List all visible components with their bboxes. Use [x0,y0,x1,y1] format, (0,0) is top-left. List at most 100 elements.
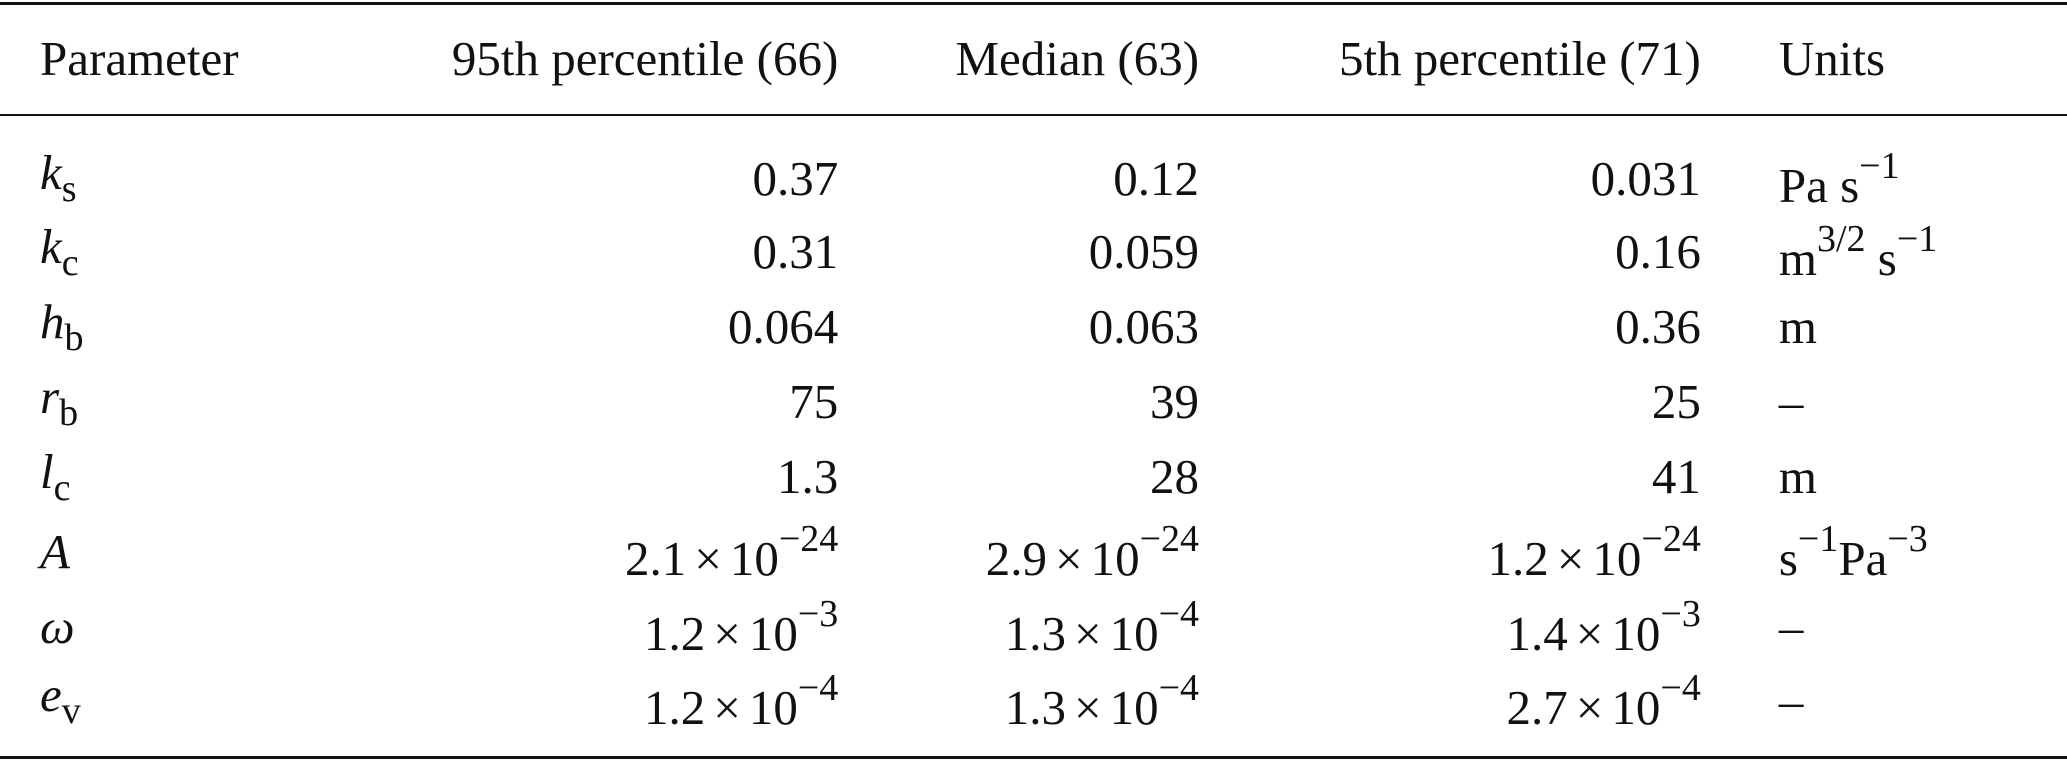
median-value-cell: 0.059 [838,214,1199,289]
5th-percentile-value-cell: 1.2 × 10−24 [1199,514,1701,589]
median-value: 0.12 [1113,150,1200,206]
base-ten: 10 [1090,531,1140,586]
95th-percentile-value-cell: 0.064 [387,289,838,364]
parameter-symbol: k [40,145,62,200]
parameter-symbol: ω [40,599,75,654]
parameter-subscript: s [61,168,77,210]
unit-base: m [1778,299,1817,354]
table-row: lc 1.3 28 41 m [0,439,2067,514]
base-ten: 10 [1109,679,1159,735]
base-ten: 10 [748,606,798,661]
exponent: −3 [797,593,839,635]
times-sign: × [1575,679,1604,735]
times-sign: × [713,679,741,735]
header-rule [0,114,2067,116]
95th-percentile-value: 1.3 [777,449,839,504]
median-value: 28 [1150,449,1200,504]
5th-percentile-value: 25 [1651,374,1701,429]
5th-percentile-value: 2.7 [1506,679,1568,735]
5th-percentile-value-cell: 1.4 × 10−3 [1199,589,1701,664]
unit-exponent: −1 [1859,144,1900,187]
header-row: Parameter 95th percentile (66) Median (6… [0,0,2067,116]
5th-percentile-value-cell: 2.7 × 10−4 [1199,664,1701,736]
top-rule [0,2,2067,5]
unit-base: m [1778,449,1817,504]
95th-percentile-value: 2.1 [624,531,687,586]
base-ten: 10 [1611,606,1661,661]
parameter-cell: hb [0,289,387,364]
unit-exponent: 3/2 [1816,218,1866,260]
units-cell: s−1Pa−3 [1701,514,2067,589]
median-value-cell: 2.9 × 10−24 [838,514,1199,589]
table-row: ks 0.37 0.12 0.031 Pa s−1 [0,116,2067,214]
parameter-cell: ev [0,664,387,736]
parameter-cell: rb [0,364,387,439]
base-ten: 10 [1109,606,1159,661]
units-cell: – [1701,364,2067,439]
parameter-symbol: e [40,667,62,722]
unit-exponent-2: −3 [1887,518,1928,560]
exponent: −24 [778,518,839,560]
units-cell: m [1701,439,2067,514]
unit-base: m [1778,231,1817,286]
times-sign: × [1054,531,1083,586]
5th-percentile-value: 0.36 [1615,299,1701,354]
table-body: ks 0.37 0.12 0.031 Pa s−1 kc 0.31 0.059 0.16 m3/2… [0,116,2067,736]
base-ten: 10 [729,531,779,586]
units-cell: – [1701,589,2067,664]
data-table: Parameter 95th percentile (66) Median (6… [0,0,2067,736]
unit-base: – [1778,599,1804,654]
parameter-symbol: h [40,293,65,349]
median-value: 2.9 [985,531,1047,586]
95th-percentile-value-cell: 1.3 [387,439,839,514]
95th-percentile-value: 0.31 [752,224,839,279]
times-sign: × [1073,679,1102,735]
table-row: rb 75 39 25 – [0,364,2067,439]
header-median: Median (63) [955,30,1200,86]
median-value-cell: 1.3 × 10−4 [838,589,1199,664]
95th-percentile-value-cell: 1.2 × 10−4 [387,664,839,736]
median-value: 0.059 [1088,224,1200,279]
5th-percentile-value-cell: 0.031 [1199,116,1701,214]
units-cell: m3/2 s−1 [1701,214,2067,289]
95th-percentile-value: 75 [789,374,839,429]
parameter-subscript: b [64,316,84,359]
unit-base: s [1778,531,1798,586]
header-5th-percentile: 5th percentile (71) [1338,30,1701,86]
unit-exponent-2: −1 [1896,218,1938,260]
95th-percentile-value-cell: 75 [387,364,839,439]
base-ten: 10 [748,679,798,735]
5th-percentile-value-cell: 25 [1199,364,1701,439]
exponent: −4 [797,666,839,709]
5th-percentile-value: 1.4 [1506,606,1568,661]
parameter-cell: ks [0,116,387,214]
95th-percentile-value-cell: 2.1 × 10−24 [387,514,839,589]
parameter-symbol: k [40,218,62,274]
median-value: 39 [1150,374,1200,429]
header-parameter: Parameter [40,30,239,86]
parameter-subscript: b [59,391,79,434]
median-value-cell: 0.063 [838,289,1199,364]
unit-base: Pa s [1778,157,1860,213]
95th-percentile-value: 0.37 [752,150,839,206]
exponent: −3 [1660,593,1701,635]
median-value-cell: 28 [838,439,1199,514]
parameter-cell: ω [0,589,387,664]
95th-percentile-value-cell: 0.31 [387,214,839,289]
parameter-subscript: v [61,690,81,732]
parameter-subscript: c [53,466,71,509]
parameter-symbol: l [40,443,54,499]
95th-percentile-value-cell: 1.2 × 10−3 [387,589,839,664]
times-sign: × [1073,606,1102,661]
units-cell: – [1701,664,2067,736]
parameter-cell: lc [0,439,387,514]
unit-base: – [1778,672,1804,728]
header-95th-percentile: 95th percentile (66) [451,30,839,86]
5th-percentile-value: 1.2 [1487,531,1549,586]
times-sign: × [713,606,741,661]
median-value-cell: 1.3 × 10−4 [838,664,1199,736]
5th-percentile-value-cell: 0.16 [1199,214,1701,289]
5th-percentile-value: 41 [1651,449,1701,504]
exponent: −4 [1660,666,1701,709]
